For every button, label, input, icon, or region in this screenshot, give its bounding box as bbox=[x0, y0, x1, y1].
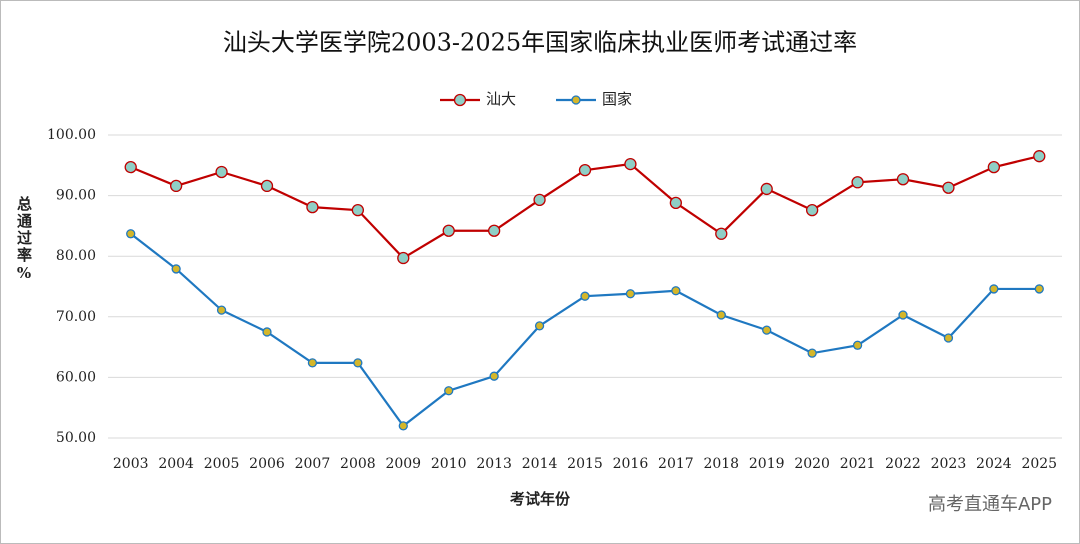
data-point bbox=[397, 251, 410, 265]
data-point bbox=[943, 333, 954, 343]
watermark: 高考直通车APP bbox=[928, 494, 1052, 515]
data-point bbox=[353, 358, 363, 368]
data-point bbox=[898, 310, 908, 320]
x-tick-label: 2004 bbox=[158, 456, 194, 472]
y-tick-label: 100.00 bbox=[47, 127, 96, 143]
data-point bbox=[534, 321, 545, 331]
x-tick-label: 2017 bbox=[658, 456, 694, 472]
data-point bbox=[306, 200, 319, 214]
x-tick-label: 2009 bbox=[385, 456, 421, 472]
x-tick-label: 2022 bbox=[885, 456, 921, 472]
x-tick-label: 2023 bbox=[931, 456, 967, 472]
legend-marker bbox=[453, 93, 467, 107]
y-tick-label: 70.00 bbox=[56, 309, 96, 325]
data-point bbox=[1033, 150, 1046, 163]
data-point bbox=[942, 181, 955, 194]
x-tick-label: 2003 bbox=[113, 456, 149, 472]
data-point bbox=[124, 160, 137, 174]
y-tick-label: 60.00 bbox=[56, 369, 96, 385]
data-point bbox=[671, 286, 681, 296]
data-point bbox=[987, 160, 1001, 174]
data-point bbox=[807, 348, 817, 358]
data-point bbox=[398, 421, 408, 431]
data-point bbox=[169, 179, 183, 193]
data-point bbox=[442, 224, 455, 237]
chart-title: 汕头大学医学院2003-2025年国家临床执业医师考试通过率 bbox=[223, 29, 857, 57]
x-tick-label: 2007 bbox=[295, 456, 331, 472]
x-tick-label: 2014 bbox=[522, 456, 558, 472]
data-point bbox=[307, 358, 318, 368]
data-point bbox=[260, 179, 274, 193]
x-tick-label: 2010 bbox=[431, 456, 467, 472]
data-point bbox=[580, 291, 590, 301]
x-tick-label: 2021 bbox=[840, 456, 876, 472]
legend-label: 国家 bbox=[602, 90, 632, 108]
x-tick-label: 2018 bbox=[703, 456, 739, 472]
data-point bbox=[669, 196, 683, 210]
y-tick-label: 50.00 bbox=[56, 430, 96, 446]
x-tick-label: 2006 bbox=[249, 456, 285, 472]
x-tick-label: 2015 bbox=[567, 456, 603, 472]
data-point bbox=[989, 284, 999, 294]
data-point bbox=[625, 289, 636, 299]
data-point bbox=[760, 182, 773, 196]
data-point bbox=[126, 229, 136, 239]
data-point bbox=[578, 163, 592, 177]
data-point bbox=[487, 224, 501, 237]
data-point bbox=[215, 165, 228, 179]
data-point bbox=[489, 371, 499, 381]
data-point bbox=[852, 340, 863, 350]
y-axis-label: 总通过率% bbox=[15, 196, 33, 284]
data-point bbox=[351, 203, 365, 217]
data-point bbox=[262, 327, 272, 337]
legend-label: 汕大 bbox=[486, 90, 516, 108]
x-tick-label: 2025 bbox=[1021, 456, 1057, 472]
x-tick-label: 2013 bbox=[476, 456, 512, 472]
data-point bbox=[1034, 284, 1044, 294]
data-point bbox=[851, 176, 864, 189]
legend-marker bbox=[571, 95, 581, 105]
data-point bbox=[805, 203, 819, 217]
x-tick-label: 2019 bbox=[749, 456, 785, 472]
data-point bbox=[624, 157, 637, 171]
data-point bbox=[444, 386, 454, 396]
data-point bbox=[533, 193, 546, 206]
data-point bbox=[716, 310, 726, 320]
x-tick-label: 2016 bbox=[613, 456, 649, 472]
data-point bbox=[896, 173, 910, 186]
x-tick-label: 2020 bbox=[794, 456, 830, 472]
x-tick-label: 2008 bbox=[340, 456, 376, 472]
data-point bbox=[216, 305, 227, 315]
data-point bbox=[762, 325, 772, 335]
x-axis-label: 考试年份 bbox=[510, 490, 571, 508]
y-tick-label: 90.00 bbox=[56, 188, 96, 204]
data-point bbox=[171, 264, 181, 274]
data-point bbox=[715, 227, 728, 240]
x-tick-label: 2005 bbox=[204, 456, 240, 472]
y-tick-label: 80.00 bbox=[56, 248, 96, 264]
x-tick-label: 2024 bbox=[976, 456, 1012, 472]
